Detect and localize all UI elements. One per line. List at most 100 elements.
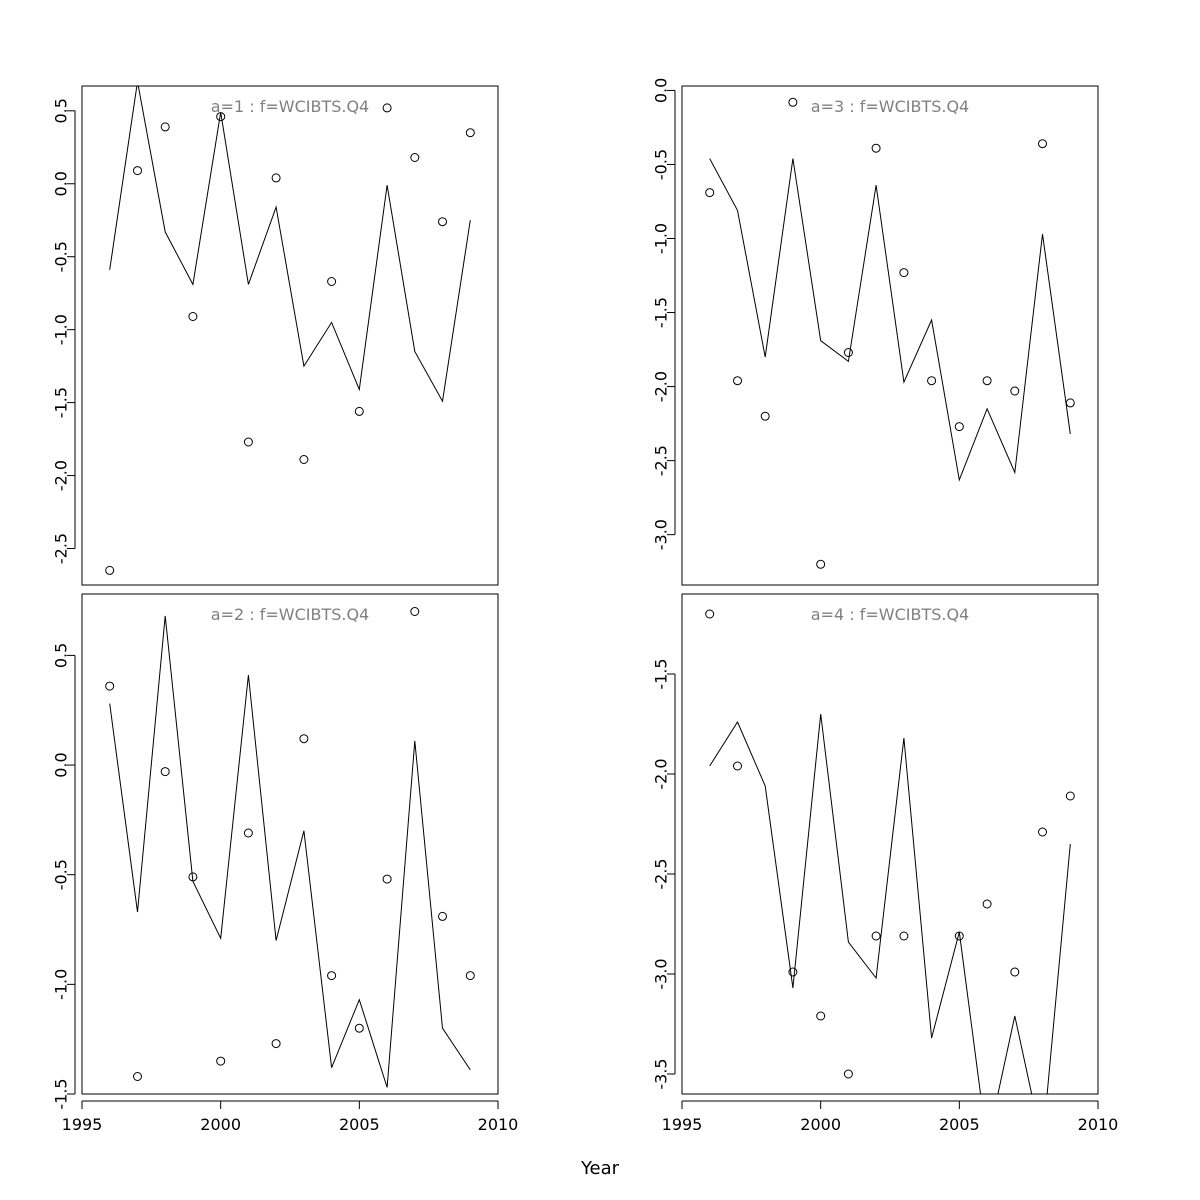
y-tick-label: 0.5 [52, 98, 71, 123]
panel-data [705, 97, 1075, 569]
y-tick-label: -2.5 [652, 445, 671, 476]
observation-point [871, 143, 881, 153]
y-tick-label: -1.0 [652, 223, 671, 254]
panel-frame [81, 593, 499, 1095]
observation-point [382, 103, 392, 113]
y-tick-label: -2.0 [652, 758, 671, 789]
observation-point [327, 277, 337, 286]
observation-point [133, 166, 142, 176]
x-tick-label: 2005 [939, 1115, 980, 1134]
observation-point [705, 609, 715, 619]
x-tick-label: 1995 [62, 1115, 103, 1134]
observation-point [982, 899, 992, 909]
observation-point [927, 376, 937, 386]
observation-point [733, 376, 742, 386]
y-tick-label: 0.0 [52, 752, 71, 777]
observation-point [843, 1069, 853, 1079]
panel-frame [81, 85, 499, 586]
observation-point [382, 874, 392, 884]
y-tick-label: -2.5 [652, 858, 671, 889]
observation-point [465, 971, 475, 981]
model-fit-line [109, 86, 471, 403]
observation-point [105, 681, 115, 691]
x-tick-label: 2005 [339, 1115, 380, 1134]
x-tick-label: 2010 [1078, 1115, 1119, 1134]
observation-point [243, 437, 253, 447]
y-tick-label: -0.5 [52, 241, 71, 272]
panel-title: a=4 : f=WCIBTS.Q4 [811, 605, 969, 624]
observation-point [271, 173, 281, 183]
y-tick-label: -1.5 [52, 387, 71, 418]
observation-point [271, 1039, 281, 1049]
observation-point [105, 565, 115, 575]
observation-point [133, 1072, 142, 1081]
observation-point [733, 761, 742, 771]
observation-point [160, 767, 170, 777]
x-axis-label: Year [580, 1158, 620, 1179]
panel-title: a=2 : f=WCIBTS.Q4 [211, 605, 369, 624]
y-tick-label: -1.0 [52, 969, 71, 1000]
observation-point [788, 967, 798, 977]
y-tick-label: -2.0 [652, 371, 671, 402]
observation-point [1038, 139, 1047, 149]
y-tick-label: -0.5 [52, 859, 71, 890]
observation-point [465, 128, 475, 138]
x-tick-label: 2000 [800, 1115, 841, 1134]
panel-title: a=1 : f=WCIBTS.Q4 [211, 97, 369, 116]
y-tick-label: -3.5 [652, 1058, 671, 1089]
observation-point [327, 971, 337, 981]
observation-point [1038, 827, 1047, 837]
observation-point [871, 931, 881, 941]
observation-point [788, 97, 798, 107]
panel-data [705, 609, 1075, 1094]
panel-age-2: 0.5 0.0 -0.5 -1.0 -1.5 1995 2000 2005 2010 a=2 : … [52, 593, 518, 1134]
model-fit-line [109, 615, 471, 1088]
observation-point [982, 376, 992, 386]
observation-point [438, 217, 447, 227]
model-fit-line [709, 158, 1071, 482]
observation-point [843, 348, 853, 357]
observation-point [1065, 791, 1075, 801]
panel-frame [681, 85, 1099, 586]
panel-frame [681, 593, 1099, 1095]
panel-age-4: -1.5 -2.0 -2.5 -3.0 -3.5 1995 2000 2005 2010 a=4 … [652, 593, 1119, 1134]
panel-data [105, 86, 475, 575]
observation-point [899, 268, 909, 278]
observation-point [354, 406, 364, 416]
y-tick-label: -2.5 [52, 533, 71, 564]
panel-age-1: 0.5 0.0 -0.5 -1.0 -1.5 -2.0 -2.5 a=1 : f=WCIBTS… [52, 85, 499, 586]
observation-point [243, 828, 253, 838]
y-tick-label: -1.0 [52, 314, 71, 345]
observation-point [216, 1056, 226, 1066]
y-tick-label: 0.0 [652, 78, 671, 103]
observation-point [410, 607, 420, 616]
observation-point [1010, 967, 1020, 977]
y-tick-label: -1.5 [52, 1078, 71, 1109]
panel-data [105, 607, 475, 1088]
observation-point [705, 188, 715, 198]
observation-point [410, 153, 420, 162]
y-tick-label: -1.5 [652, 658, 671, 689]
observation-point [438, 911, 447, 921]
panel-title: a=3 : f=WCIBTS.Q4 [811, 97, 969, 116]
y-tick-label: -3.0 [652, 519, 671, 550]
y-tick-label: -1.5 [652, 297, 671, 328]
observation-point [188, 312, 198, 321]
y-tick-label: -3.0 [652, 958, 671, 989]
observation-point [354, 1023, 364, 1033]
x-tick-label: 1995 [662, 1115, 703, 1134]
observation-point [954, 422, 964, 432]
panel-age-3: 0.0 -0.5 -1.0 -1.5 -2.0 -2.5 -3.0 a=3 : f=WCIBT… [652, 78, 1099, 586]
observation-point [816, 559, 826, 569]
observation-point [299, 734, 309, 744]
observation-point [160, 122, 170, 132]
observation-point [816, 1011, 826, 1021]
x-tick-label: 2000 [200, 1115, 241, 1134]
y-tick-label: -2.0 [52, 460, 71, 491]
observation-point [1010, 386, 1020, 396]
y-tick-label: 0.5 [52, 643, 71, 668]
observation-point [760, 411, 770, 421]
observation-point [299, 455, 309, 464]
